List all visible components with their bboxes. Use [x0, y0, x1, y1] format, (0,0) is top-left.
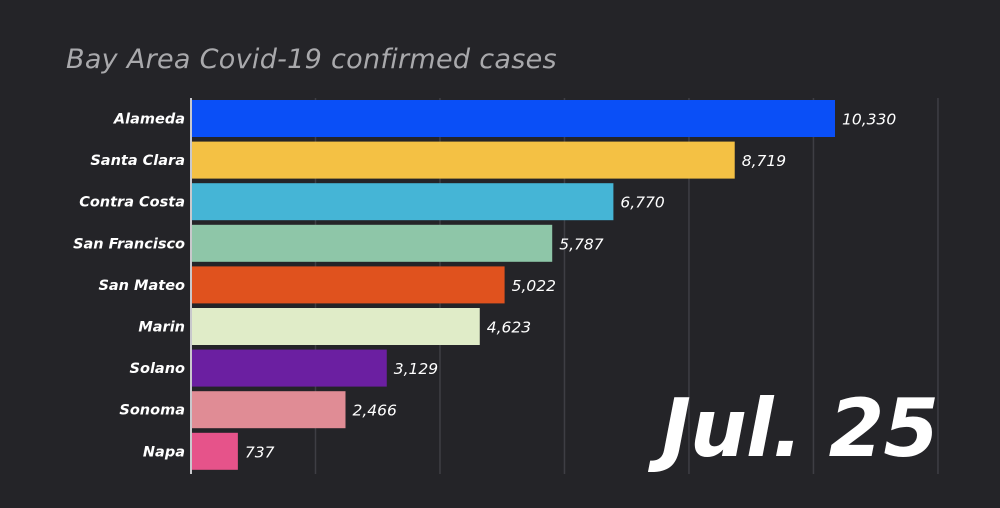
- chart-title: Bay Area Covid-19 confirmed cases: [66, 44, 557, 75]
- bar-napa: [192, 432, 238, 470]
- value-label: 10,330: [842, 111, 896, 129]
- value-label: 5,787: [559, 235, 604, 253]
- date-label: Jul. 25: [661, 382, 939, 475]
- bar-sonoma: [192, 391, 346, 429]
- category-label: Santa Clara: [90, 153, 185, 169]
- value-label: 2,466: [352, 402, 397, 420]
- value-label: 5,022: [512, 277, 556, 295]
- bars: [192, 100, 835, 470]
- value-label: 4,623: [487, 319, 531, 337]
- bar-alameda: [192, 100, 835, 137]
- value-label: 6,770: [620, 194, 665, 212]
- value-label: 8,719: [742, 152, 786, 170]
- value-label: 737: [245, 443, 275, 461]
- bar-san-mateo: [192, 266, 505, 304]
- category-label: Alameda: [113, 112, 185, 128]
- category-label: San Francisco: [73, 236, 185, 252]
- bar-solano: [192, 349, 387, 387]
- value-labels: 10,330 8,719 6,770 5,787 5,022 4,623 3,129 2,46…: [245, 111, 896, 462]
- value-label: 3,129: [394, 360, 438, 378]
- bar-san-francisco: [192, 224, 553, 262]
- category-label: San Mateo: [98, 278, 185, 294]
- category-label: Napa: [143, 444, 185, 460]
- bar-santa-clara: [192, 141, 735, 179]
- bar-contra-costa: [192, 183, 614, 221]
- category-labels: Alameda Santa Clara Contra Costa San Franci…: [73, 112, 185, 461]
- category-label: Contra Costa: [79, 195, 185, 211]
- bar-marin: [192, 308, 480, 345]
- category-label: Marin: [138, 320, 185, 336]
- category-label: Solano: [130, 361, 185, 377]
- category-label: Sonoma: [119, 403, 185, 419]
